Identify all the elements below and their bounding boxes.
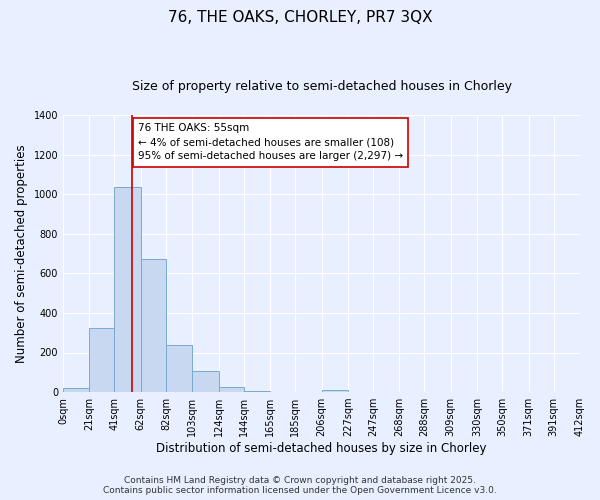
Bar [322, 390, 348, 392]
Bar [63, 388, 89, 392]
Text: Contains HM Land Registry data © Crown copyright and database right 2025.
Contai: Contains HM Land Registry data © Crown c… [103, 476, 497, 495]
Text: 76 THE OAKS: 55sqm
← 4% of semi-detached houses are smaller (108)
95% of semi-de: 76 THE OAKS: 55sqm ← 4% of semi-detached… [138, 124, 403, 162]
Bar [244, 391, 270, 392]
Title: Size of property relative to semi-detached houses in Chorley: Size of property relative to semi-detach… [131, 80, 512, 93]
Text: 76, THE OAKS, CHORLEY, PR7 3QX: 76, THE OAKS, CHORLEY, PR7 3QX [167, 10, 433, 25]
Y-axis label: Number of semi-detached properties: Number of semi-detached properties [15, 144, 28, 363]
Bar [218, 386, 244, 392]
Bar [115, 187, 141, 392]
X-axis label: Distribution of semi-detached houses by size in Chorley: Distribution of semi-detached houses by … [156, 442, 487, 455]
Bar [192, 372, 218, 392]
Bar [89, 328, 115, 392]
Bar [141, 260, 166, 392]
Bar [166, 344, 192, 392]
